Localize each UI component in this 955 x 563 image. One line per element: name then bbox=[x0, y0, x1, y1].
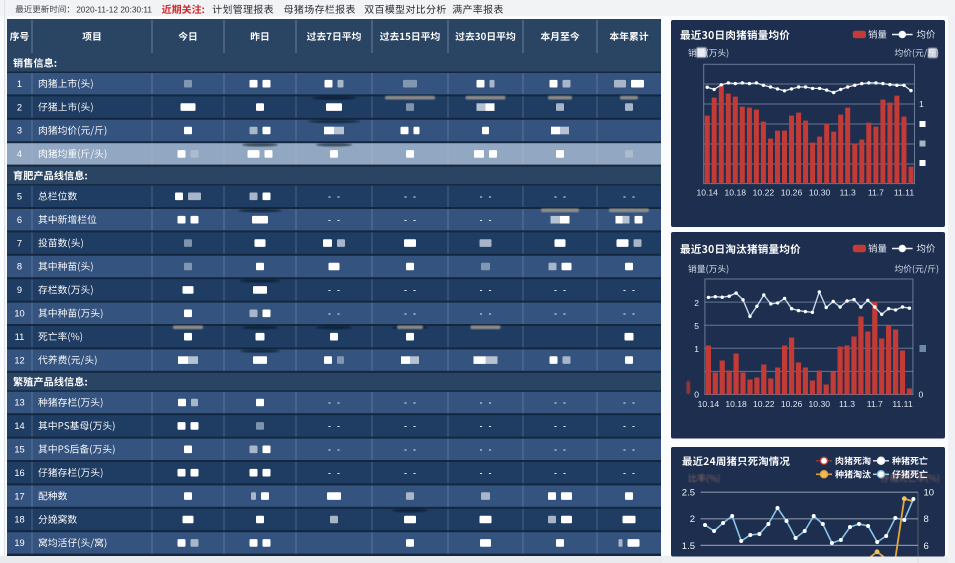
svg-text:2: 2 bbox=[17, 102, 22, 112]
svg-text:7: 7 bbox=[17, 238, 22, 248]
svg-text:1: 1 bbox=[919, 99, 924, 109]
svg-text:- -: - - bbox=[554, 191, 568, 201]
svg-text:- -: - - bbox=[554, 397, 568, 407]
svg-text:- -: - - bbox=[404, 421, 418, 431]
svg-text:9: 9 bbox=[17, 285, 22, 295]
svg-text:10: 10 bbox=[14, 309, 24, 319]
svg-text:- -: - - bbox=[328, 397, 342, 407]
svg-text:- -: - - bbox=[623, 467, 637, 477]
svg-text:0: 0 bbox=[919, 390, 924, 400]
svg-text:4: 4 bbox=[17, 149, 22, 159]
svg-text:- -: - - bbox=[404, 397, 418, 407]
svg-text:- -: - - bbox=[328, 191, 342, 201]
svg-text:- -: - - bbox=[404, 191, 418, 201]
svg-text:- -: - - bbox=[328, 308, 342, 318]
svg-text:- -: - - bbox=[554, 467, 568, 477]
svg-text:- -: - - bbox=[328, 467, 342, 477]
svg-text:- -: - - bbox=[480, 191, 494, 201]
svg-text:10.14: 10.14 bbox=[698, 399, 720, 409]
svg-text:5: 5 bbox=[694, 321, 699, 331]
svg-text:10.30: 10.30 bbox=[809, 188, 831, 198]
svg-text:1: 1 bbox=[17, 79, 22, 89]
svg-text:- -: - - bbox=[623, 308, 637, 318]
svg-text:14: 14 bbox=[14, 421, 24, 431]
svg-text:11.3: 11.3 bbox=[840, 188, 856, 198]
svg-text:10.26: 10.26 bbox=[781, 399, 803, 409]
svg-text:8: 8 bbox=[17, 262, 22, 272]
svg-text:6: 6 bbox=[17, 215, 22, 225]
svg-text:- -: - - bbox=[328, 214, 342, 224]
svg-text:0: 0 bbox=[694, 390, 699, 400]
svg-text:- -: - - bbox=[623, 421, 637, 431]
svg-text:- -: - - bbox=[480, 467, 494, 477]
svg-text:10.14: 10.14 bbox=[696, 188, 718, 198]
svg-text:- -: - - bbox=[623, 444, 637, 454]
svg-text:- -: - - bbox=[480, 308, 494, 318]
svg-text:- -: - - bbox=[480, 444, 494, 454]
svg-text:10.30: 10.30 bbox=[809, 399, 831, 409]
svg-text:- -: - - bbox=[404, 214, 418, 224]
svg-text:16: 16 bbox=[14, 468, 24, 478]
svg-text:12: 12 bbox=[14, 355, 24, 365]
svg-text:5: 5 bbox=[17, 192, 22, 202]
svg-text:- -: - - bbox=[480, 285, 494, 295]
svg-text:- -: - - bbox=[554, 444, 568, 454]
svg-text:17: 17 bbox=[14, 491, 24, 501]
svg-text:10: 10 bbox=[924, 488, 935, 499]
svg-text:10.22: 10.22 bbox=[753, 399, 775, 409]
svg-text:- -: - - bbox=[328, 421, 342, 431]
svg-text:- -: - - bbox=[480, 214, 494, 224]
svg-text:2: 2 bbox=[694, 298, 699, 308]
svg-text:11.3: 11.3 bbox=[839, 399, 855, 409]
svg-text:- -: - - bbox=[623, 285, 637, 295]
svg-text:- -: - - bbox=[404, 467, 418, 477]
svg-text:11.11: 11.11 bbox=[894, 188, 914, 198]
svg-text:- -: - - bbox=[480, 421, 494, 431]
svg-text:- -: - - bbox=[328, 444, 342, 454]
svg-text:- -: - - bbox=[554, 308, 568, 318]
svg-text:6: 6 bbox=[924, 541, 929, 552]
svg-text:3: 3 bbox=[17, 126, 22, 136]
svg-text:11: 11 bbox=[15, 332, 25, 342]
svg-text:11.11: 11.11 bbox=[892, 399, 912, 409]
svg-text:- -: - - bbox=[404, 285, 418, 295]
svg-text:2.5: 2.5 bbox=[682, 488, 695, 499]
svg-text:1: 1 bbox=[694, 344, 699, 354]
svg-text:- -: - - bbox=[404, 444, 418, 454]
svg-text:10.18: 10.18 bbox=[725, 188, 747, 198]
svg-text:13: 13 bbox=[14, 398, 24, 408]
svg-text:10.22: 10.22 bbox=[753, 188, 775, 198]
svg-text:- -: - - bbox=[623, 397, 637, 407]
svg-text:1.5: 1.5 bbox=[682, 541, 695, 552]
svg-text:- -: - - bbox=[623, 191, 637, 201]
svg-text:10.18: 10.18 bbox=[725, 399, 747, 409]
svg-text:- -: - - bbox=[554, 421, 568, 431]
svg-text:15: 15 bbox=[14, 445, 24, 455]
svg-text:11.7: 11.7 bbox=[868, 188, 884, 198]
svg-text:8: 8 bbox=[924, 514, 929, 525]
svg-text:- -: - - bbox=[404, 308, 418, 318]
svg-text:- -: - - bbox=[328, 285, 342, 295]
svg-text:19: 19 bbox=[14, 538, 24, 548]
svg-text:18: 18 bbox=[14, 515, 24, 525]
svg-text:- -: - - bbox=[480, 397, 494, 407]
svg-text:2020-11-12 20:30:11: 2020-11-12 20:30:11 bbox=[76, 4, 152, 14]
svg-text:10.26: 10.26 bbox=[781, 188, 803, 198]
svg-text:- -: - - bbox=[554, 285, 568, 295]
svg-text:2: 2 bbox=[690, 514, 695, 525]
svg-text:11.7: 11.7 bbox=[867, 399, 883, 409]
